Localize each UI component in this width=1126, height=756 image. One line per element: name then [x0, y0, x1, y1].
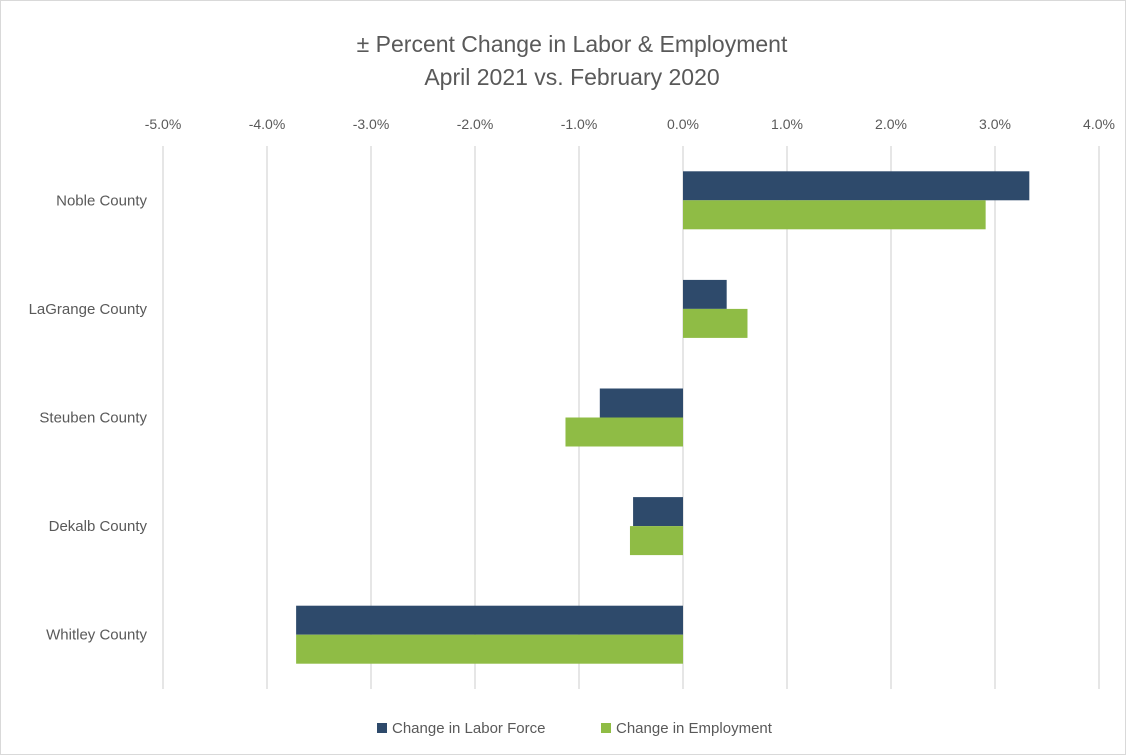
bar-0-3: [633, 497, 683, 527]
x-tick-label: -5.0%: [145, 116, 182, 132]
x-tick-label: 0.0%: [667, 116, 699, 132]
legend-swatch: [601, 723, 611, 733]
category-label: Whitley County: [46, 627, 147, 644]
x-tick-label: -3.0%: [353, 116, 390, 132]
x-tick-label: -2.0%: [457, 116, 494, 132]
x-tick-label: 4.0%: [1083, 116, 1115, 132]
chart-title: ± Percent Change in Labor & Employment: [357, 31, 788, 57]
chart-subtitle: April 2021 vs. February 2020: [424, 64, 719, 90]
category-label: Steuben County: [39, 410, 147, 427]
bar-1-4: [296, 634, 683, 664]
legend-label: Change in Employment: [616, 720, 773, 737]
legend-swatch: [377, 723, 387, 733]
category-labels: Noble County LaGrange County Steuben Count…: [29, 192, 148, 643]
bar-1-1: [683, 308, 748, 338]
bars: [296, 171, 1030, 664]
category-label: Noble County: [56, 192, 147, 209]
category-label: Dekalb County: [49, 518, 148, 535]
x-tick-label: 3.0%: [979, 116, 1011, 132]
legend: Change in Labor Force Change in Employmen…: [377, 720, 773, 737]
category-label: LaGrange County: [29, 301, 148, 318]
x-tick-label: -1.0%: [561, 116, 598, 132]
x-tick-label: -4.0%: [249, 116, 286, 132]
bar-0-0: [683, 171, 1030, 201]
bar-1-2: [565, 417, 683, 447]
bar-1-3: [629, 526, 683, 556]
bar-1-0: [683, 200, 986, 230]
bar-0-1: [683, 279, 727, 309]
legend-label: Change in Labor Force: [392, 720, 545, 737]
bar-0-2: [599, 388, 683, 418]
x-axis-tick-labels: -5.0% -4.0% -3.0% -2.0% -1.0% 0.0% 1.0% 2.0% 3.0…: [145, 116, 1115, 132]
x-tick-label: 1.0%: [771, 116, 803, 132]
bar-0-4: [296, 605, 683, 635]
x-tick-label: 2.0%: [875, 116, 907, 132]
